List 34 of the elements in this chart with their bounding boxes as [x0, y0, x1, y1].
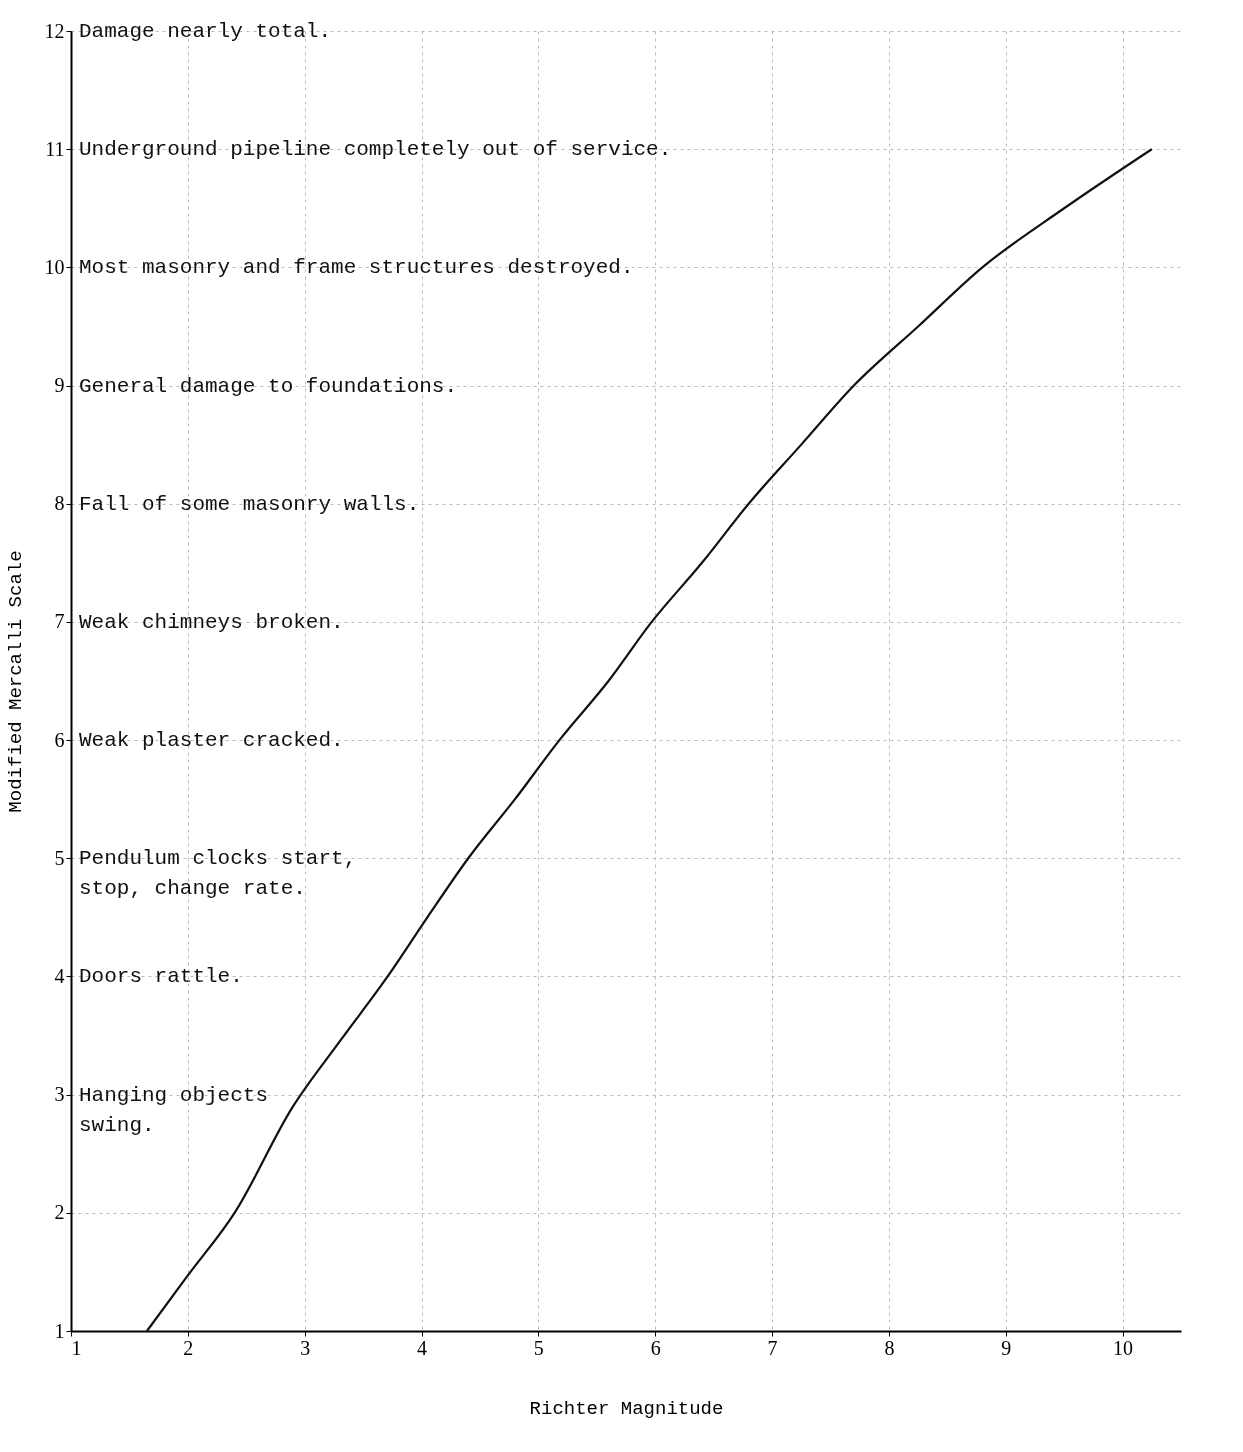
annotation: Pendulum clocks start, stop, change rate. — [79, 847, 357, 901]
annotation: Weak plaster cracked. — [79, 729, 344, 753]
x-tick-label: 2 — [183, 1336, 194, 1359]
annotation: Most masonry and frame structures destroyed. — [79, 256, 634, 280]
x-tick-label: 5 — [533, 1336, 544, 1359]
x-tick-label: 4 — [417, 1336, 428, 1359]
y-axis-title: Modified Mercalli Scale — [4, 550, 27, 813]
y-tick-label: 8 — [54, 492, 65, 515]
y-tick-label: 4 — [54, 964, 65, 987]
x-axis-title: Richter Magnitude — [529, 1397, 724, 1420]
annotation: Fall of some masonry walls. — [79, 492, 420, 516]
y-tick-label: 10 — [44, 255, 65, 278]
y-tick-label: 7 — [54, 610, 65, 633]
y-tick-label: 3 — [54, 1083, 65, 1106]
y-tick-label: 5 — [54, 846, 65, 869]
annotation: Hanging objects swing. — [79, 1083, 269, 1137]
y-tick-label: 12 — [44, 19, 65, 42]
y-tick-label: 11 — [45, 137, 65, 160]
annotation: Doors rattle. — [79, 965, 243, 989]
x-tick-label: 1 — [71, 1336, 82, 1359]
x-tick-label: 8 — [884, 1336, 895, 1359]
annotation: Weak chimneys broken. — [79, 610, 344, 634]
y-tick-label: 1 — [54, 1319, 65, 1342]
x-tick-label: 6 — [650, 1336, 661, 1359]
x-tick-label: 9 — [1001, 1336, 1012, 1359]
y-tick-label: 9 — [54, 374, 65, 397]
x-tick-label: 10 — [1113, 1336, 1134, 1359]
x-tick-label: 7 — [767, 1336, 778, 1359]
annotation: Underground pipeline completely out of service. — [79, 138, 672, 162]
y-tick-label: 6 — [54, 728, 65, 751]
annotation: General damage to foundations. — [79, 374, 458, 398]
y-tick-label: 2 — [54, 1201, 65, 1224]
annotation: Damage nearly total. — [79, 20, 332, 43]
x-tick-label: 3 — [300, 1336, 311, 1359]
